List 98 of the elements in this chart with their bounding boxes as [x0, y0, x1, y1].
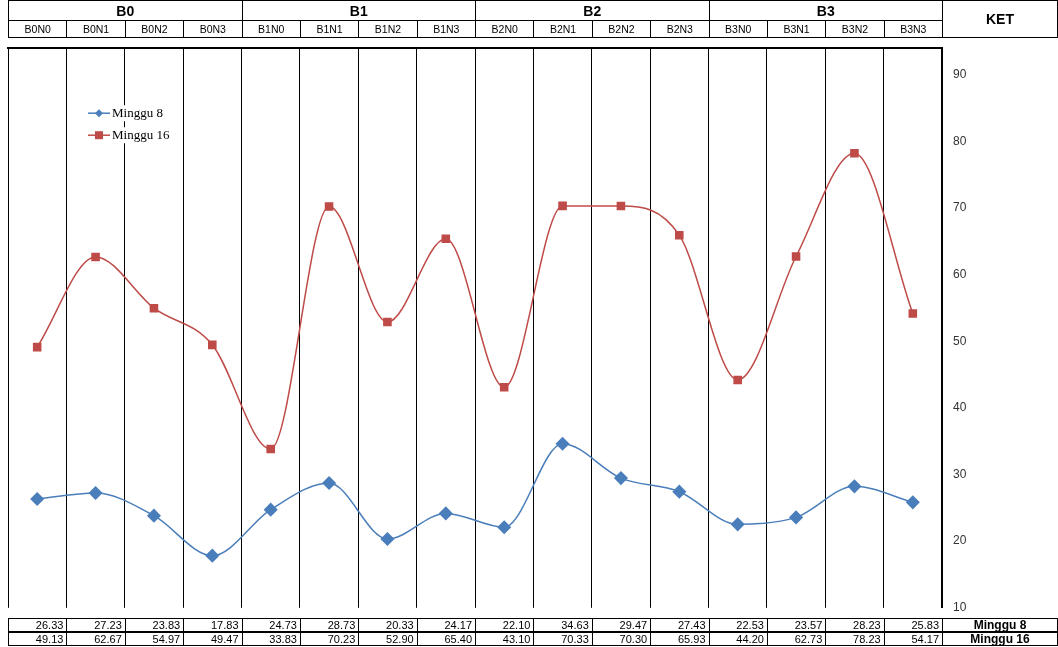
y-tick-label: 30: [953, 466, 967, 481]
point: [208, 340, 217, 350]
point: [263, 502, 278, 517]
point: [324, 202, 334, 211]
point: [147, 508, 161, 523]
x-tick-label: B1N2: [358, 20, 418, 38]
data-label: 62.73: [766, 632, 827, 646]
data-label: 26.33: [8, 618, 68, 632]
point: [441, 234, 451, 244]
data-label: 24.73: [241, 618, 301, 632]
data-label: 22.10: [475, 618, 535, 632]
y-tick-label: 50: [953, 333, 967, 348]
y-tick-label: 70: [953, 200, 967, 215]
x-tick-label: B3N2: [825, 20, 885, 38]
data-label: 28.73: [299, 618, 360, 632]
data-label: 23.83: [124, 618, 185, 632]
point: [91, 252, 100, 262]
y-tick-label: 90: [953, 67, 967, 82]
point: [439, 506, 453, 521]
point: [616, 201, 626, 211]
point: [614, 471, 628, 485]
y-tick-label: 40: [953, 400, 967, 415]
point: [555, 436, 570, 451]
point: [88, 486, 103, 500]
x-tick-label: B2N0: [475, 20, 535, 38]
x-tick-label: B0N0: [8, 20, 68, 38]
point: [205, 548, 220, 563]
x-tick-label: B0N3: [183, 20, 243, 38]
data-label: 20.33: [358, 618, 418, 632]
text: KET: [942, 0, 1058, 38]
data-label: 70.23: [299, 632, 360, 646]
point: [730, 517, 745, 532]
x-tick-label: B2N2: [591, 20, 652, 38]
x-tick-label: B2N3: [650, 20, 710, 38]
point: [675, 230, 684, 240]
data-label: 52.90: [358, 632, 418, 646]
data-label: 54.97: [124, 632, 185, 646]
point: [908, 309, 918, 318]
y-tick-label: 80: [953, 133, 967, 148]
data-label: 34.63: [533, 618, 593, 632]
text: Minggu 16: [970, 632, 1030, 646]
data-label: 23.57: [766, 618, 827, 632]
point: [850, 148, 859, 158]
data-label: 25.83: [883, 618, 943, 632]
point: [266, 444, 275, 454]
point: [847, 479, 862, 494]
x-tick-label: B3N3: [883, 20, 943, 38]
data-label: 28.23: [825, 618, 885, 632]
point: [499, 383, 509, 392]
data-label: 22.53: [708, 618, 768, 632]
data-label: 43.10: [475, 632, 535, 646]
data-label: 44.20: [708, 632, 768, 646]
point: [789, 510, 803, 525]
point: [30, 492, 44, 506]
data-label: 29.47: [591, 618, 652, 632]
data-label: 70.30: [591, 632, 652, 646]
data-label: 70.33: [533, 632, 593, 646]
data-label: 49.47: [183, 632, 243, 646]
text: B2: [475, 0, 710, 21]
point: [558, 201, 567, 211]
data-label: 17.83: [183, 618, 243, 632]
legend-label: Minggu 8: [112, 104, 163, 120]
point: [906, 495, 920, 510]
x-tick-label: B1N1: [299, 20, 360, 38]
point: [149, 303, 159, 313]
data-label: 65.93: [650, 632, 710, 646]
data-label: 33.83: [241, 632, 301, 646]
point: [672, 484, 687, 499]
text: Minggu 8: [973, 618, 1027, 632]
data-label: 27.43: [650, 618, 710, 632]
x-tick-label: B3N0: [708, 20, 768, 38]
y-tick-label: 20: [953, 533, 967, 548]
data-label: 24.17: [416, 618, 476, 632]
data-label: 54.17: [883, 632, 943, 646]
legend-label: Minggu 16: [112, 126, 170, 142]
y-tick-label: 60: [953, 267, 967, 282]
text: B0: [8, 0, 243, 21]
point: [322, 476, 336, 490]
data-label: 27.23: [66, 618, 126, 632]
data-label: 78.23: [825, 632, 885, 646]
point: [383, 317, 392, 327]
x-tick-label: B2N1: [533, 20, 593, 38]
x-tick-label: B0N1: [66, 20, 126, 38]
text: B1: [241, 0, 476, 21]
point: [32, 342, 42, 352]
x-tick-label: B3N1: [766, 20, 827, 38]
data-label: 62.67: [66, 632, 126, 646]
point: [497, 520, 511, 534]
x-tick-label: B1N0: [241, 20, 301, 38]
x-tick-label: B1N3: [416, 20, 476, 38]
point: [380, 532, 395, 546]
x-tick-label: B0N2: [124, 20, 185, 38]
data-label: 49.13: [8, 632, 68, 646]
y-tick-label: 10: [953, 600, 967, 615]
text: B3: [708, 0, 943, 21]
point: [733, 375, 742, 385]
data-label: 65.40: [416, 632, 476, 646]
point: [791, 252, 801, 261]
